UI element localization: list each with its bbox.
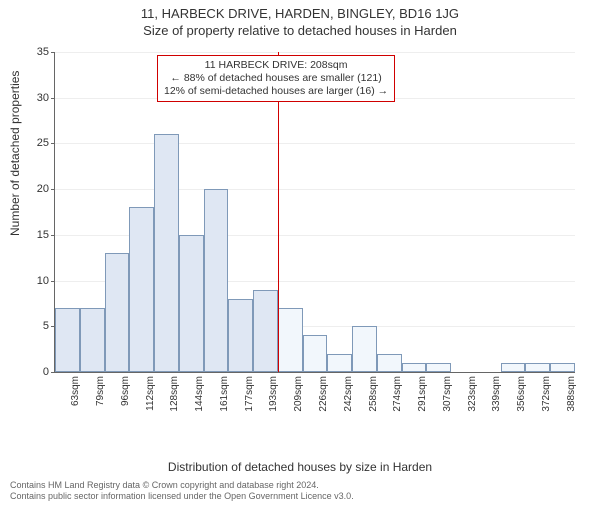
y-tick-label: 35 <box>25 46 49 58</box>
histogram-bar <box>377 354 402 372</box>
histogram-bar <box>253 290 278 372</box>
histogram-bar <box>129 207 154 372</box>
x-axis-label: Distribution of detached houses by size … <box>0 460 600 474</box>
title-main: 11, HARBECK DRIVE, HARDEN, BINGLEY, BD16… <box>0 6 600 21</box>
histogram-bar <box>303 335 328 372</box>
y-tick-mark <box>51 281 55 282</box>
y-tick-mark <box>51 235 55 236</box>
y-tick-label: 25 <box>25 137 49 149</box>
gridline <box>55 52 575 53</box>
gridline <box>55 143 575 144</box>
histogram-bar <box>228 299 253 372</box>
y-tick-mark <box>51 98 55 99</box>
x-tick-label: 339sqm <box>491 376 502 412</box>
x-tick-label: 242sqm <box>343 376 354 412</box>
callout-line-1: ← 88% of detached houses are smaller (12… <box>164 72 388 85</box>
gridline <box>55 189 575 190</box>
x-tick-label: 372sqm <box>541 376 552 412</box>
property-callout: 11 HARBECK DRIVE: 208sqm← 88% of detache… <box>157 55 395 102</box>
x-tick-label: 307sqm <box>442 376 453 412</box>
y-tick-label: 0 <box>25 366 49 378</box>
histogram-bar <box>105 253 130 372</box>
y-tick-mark <box>51 372 55 373</box>
histogram-bar <box>426 363 451 372</box>
x-tick-label: 356sqm <box>516 376 527 412</box>
x-tick-label: 177sqm <box>244 376 255 412</box>
x-tick-label: 96sqm <box>120 376 131 406</box>
chart-area: 0510152025303563sqm79sqm96sqm112sqm128sq… <box>54 52 574 422</box>
histogram-bar <box>278 308 303 372</box>
y-tick-label: 15 <box>25 229 49 241</box>
y-tick-mark <box>51 52 55 53</box>
histogram-bar <box>352 326 377 372</box>
x-tick-label: 274sqm <box>392 376 403 412</box>
title-sub: Size of property relative to detached ho… <box>0 23 600 38</box>
histogram-bar <box>402 363 427 372</box>
histogram-bar <box>501 363 526 372</box>
y-tick-label: 30 <box>25 92 49 104</box>
histogram-bar <box>550 363 575 372</box>
x-tick-label: 128sqm <box>169 376 180 412</box>
plot-area: 0510152025303563sqm79sqm96sqm112sqm128sq… <box>54 52 575 373</box>
y-tick-label: 20 <box>25 183 49 195</box>
y-tick-label: 10 <box>25 275 49 287</box>
x-tick-label: 79sqm <box>95 376 106 406</box>
x-tick-label: 226sqm <box>318 376 329 412</box>
y-tick-mark <box>51 143 55 144</box>
x-tick-label: 63sqm <box>70 376 81 406</box>
footer-line-1: Contains HM Land Registry data © Crown c… <box>10 480 354 491</box>
histogram-bar <box>154 134 179 372</box>
x-tick-label: 323sqm <box>467 376 478 412</box>
y-tick-label: 5 <box>25 320 49 332</box>
x-tick-label: 112sqm <box>145 376 156 411</box>
x-tick-label: 161sqm <box>219 376 230 412</box>
footer-attribution: Contains HM Land Registry data © Crown c… <box>10 480 354 502</box>
y-tick-mark <box>51 189 55 190</box>
histogram-bar <box>80 308 105 372</box>
y-axis-label: Number of detached properties <box>8 71 22 236</box>
x-tick-label: 388sqm <box>566 376 577 412</box>
callout-line-2: 12% of semi-detached houses are larger (… <box>164 85 388 98</box>
histogram-bar <box>327 354 352 372</box>
x-tick-label: 144sqm <box>194 376 205 412</box>
x-tick-label: 258sqm <box>368 376 379 412</box>
histogram-bar <box>55 308 80 372</box>
histogram-bar <box>179 235 204 372</box>
histogram-bar <box>204 189 229 372</box>
callout-line-0: 11 HARBECK DRIVE: 208sqm <box>164 59 388 72</box>
histogram-bar <box>525 363 550 372</box>
footer-line-2: Contains public sector information licen… <box>10 491 354 502</box>
x-tick-label: 209sqm <box>293 376 304 412</box>
x-tick-label: 193sqm <box>268 376 279 412</box>
x-tick-label: 291sqm <box>417 376 428 412</box>
